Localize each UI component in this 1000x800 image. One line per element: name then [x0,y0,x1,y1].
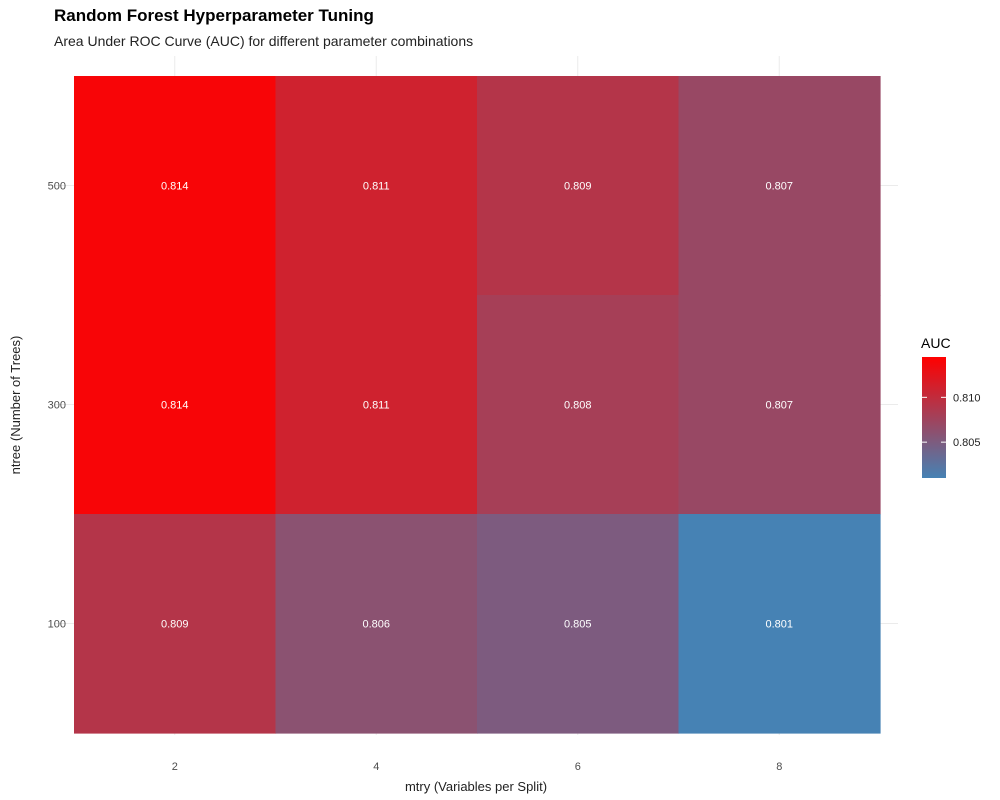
cell-value-label: 0.811 [363,400,390,412]
legend-title: AUC [921,335,951,351]
heatmap-cell [678,76,881,296]
y-tick-label: 100 [48,619,66,631]
heatmap-cell [74,514,277,734]
y-axis-ticks: 100 300 500 [48,181,66,631]
x-tick-label: 8 [776,761,782,773]
cell-value-label: 0.805 [564,619,592,631]
chart-title: Random Forest Hyperparameter Tuning [54,6,374,25]
heatmap-cell [275,514,478,734]
legend-ticks: 0.805 0.810 [922,392,981,449]
heatmap-cell [275,76,478,296]
heatmap-cell [477,295,680,515]
heatmap-cell [678,514,881,734]
heatmap-cell [74,76,277,296]
x-axis-title: mtry (Variables per Split) [405,779,547,794]
cell-value-label: 0.801 [765,619,793,631]
heatmap-cell [477,76,680,296]
heatmap-cell [74,295,277,515]
cell-value-label: 0.809 [161,619,189,631]
heatmap-cell [275,295,478,515]
legend-tick-label: 0.805 [953,437,981,449]
legend-color-bar [922,357,946,478]
heatmap-cells [74,76,881,734]
heatmap-cell [477,514,680,734]
cell-value-label: 0.814 [161,181,189,193]
x-tick-label: 2 [172,761,178,773]
x-axis-ticks: 2 4 6 8 [172,761,783,773]
y-axis-title: ntree (Number of Trees) [8,336,23,475]
cell-value-label: 0.808 [564,400,592,412]
legend-tick-label: 0.810 [953,392,981,404]
cell-value-label: 0.811 [363,181,390,193]
cell-value-label: 0.806 [362,619,390,631]
cell-value-label: 0.807 [765,400,793,412]
x-tick-label: 6 [575,761,581,773]
cell-value-label: 0.809 [564,181,592,193]
cell-value-label: 0.807 [765,181,793,193]
chart-subtitle: Area Under ROC Curve (AUC) for different… [54,33,474,49]
y-tick-label: 300 [48,400,66,412]
color-legend: AUC 0.805 0.810 [921,335,981,478]
heatmap-cell [678,295,881,515]
y-tick-label: 500 [48,181,66,193]
cell-labels: 0.814 0.811 0.809 0.807 0.814 0.811 0.808 0.807… [161,181,793,631]
cell-value-label: 0.814 [161,400,189,412]
x-tick-label: 4 [373,761,379,773]
